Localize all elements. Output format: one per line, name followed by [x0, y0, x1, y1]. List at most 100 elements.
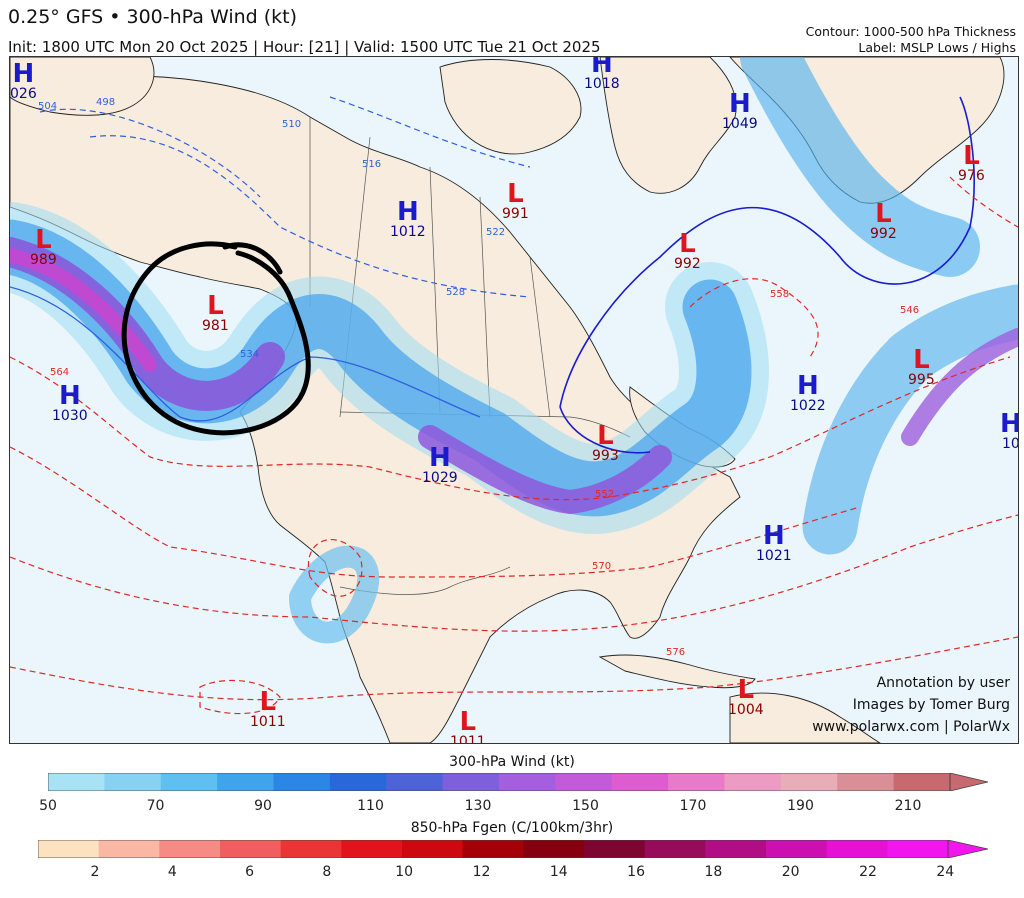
wind-band-layer [10, 57, 1018, 644]
pressure-value: 1004 [728, 702, 764, 718]
chart-subtitle: Init: 1800 UTC Mon 20 Oct 2025 | Hour: [… [8, 38, 601, 56]
pressure-low: L 1004 [728, 677, 764, 718]
colorbar-swatch [220, 840, 282, 858]
pressure-value: 1021 [756, 548, 792, 564]
colorbar-swatch [38, 840, 100, 858]
contour-label: 528 [446, 287, 465, 298]
high-symbol: H [590, 56, 613, 79]
pressure-value: 1049 [722, 116, 758, 132]
contour-label: 552 [595, 489, 614, 500]
pressure-high: H 1030 [52, 383, 88, 424]
pressure-high: H 1021 [756, 523, 792, 564]
colorbar-tick-label: 8 [322, 864, 332, 880]
fgen-colorbar-swatches [38, 840, 988, 858]
low-symbol: L [679, 229, 696, 259]
colorbar-swatch [402, 840, 464, 858]
low-symbol: L [875, 199, 892, 229]
high-symbol: H [58, 381, 81, 411]
colorbar-swatch [499, 773, 556, 791]
user-annotation-circle [121, 241, 311, 436]
chart-title: 0.25° GFS • 300-hPa Wind (kt) [8, 6, 298, 28]
label-legend-text: Label: MSLP Lows / Highs [858, 40, 1016, 55]
pressure-low: L 991 [502, 181, 529, 222]
pressure-high: H 1018 [584, 56, 620, 92]
weather-map: 498 504 510 516 522 528 534 546 552 558 … [9, 56, 1019, 744]
colorbar-swatch [48, 773, 105, 791]
low-symbol: L [207, 291, 224, 321]
colorbar-tick-label: 18 [704, 864, 723, 880]
contour-label: 522 [486, 227, 505, 238]
low-symbol: L [737, 675, 755, 705]
low-symbol: L [913, 345, 930, 375]
contour-label: 504 [38, 101, 57, 112]
colorbar-swatch [104, 773, 162, 791]
pressure-value: 991 [502, 206, 529, 222]
colorbar-tick-label: 50 [39, 798, 57, 814]
colorbar-swatch [584, 840, 646, 858]
colorbar-outline [38, 840, 949, 858]
wind-colorbar-label: 300-hPa Wind (kt) [449, 754, 575, 770]
pressure-low: L 993 [592, 423, 619, 464]
pressure-high: H 1029 [422, 445, 458, 486]
colorbar-swatch [217, 773, 274, 791]
colorbar-tick-label: 16 [627, 864, 646, 880]
pressure-value: 992 [870, 226, 897, 242]
high-symbol: H [796, 371, 819, 401]
pressure-value: 1018 [584, 76, 620, 92]
contour-label: 510 [282, 119, 301, 130]
colorbar-swatch [386, 773, 444, 791]
colorbar-swatch [159, 840, 221, 858]
pressure-value: 1022 [790, 398, 826, 414]
colorbar-extend-arrow [947, 840, 988, 858]
contour-label: 558 [770, 289, 789, 300]
colorbar-swatch [766, 840, 828, 858]
pressure-low: L 981 [202, 293, 229, 334]
high-symbol: H [12, 59, 35, 89]
colorbar-outline [48, 773, 951, 791]
high-symbol: H [428, 443, 451, 473]
colorbar-swatch [705, 840, 767, 858]
pressure-low: L 989 [30, 227, 57, 268]
pressure-value: 976 [958, 168, 985, 184]
fgen-colorbar [38, 840, 988, 858]
colorbar-tick-label: 10 [395, 864, 414, 880]
pressure-high: H 1022 [790, 373, 826, 414]
colorbar-extend-arrow [949, 773, 988, 791]
high-symbol: H [728, 89, 751, 119]
colorbar-swatch [893, 773, 951, 791]
low-symbol: L [459, 707, 477, 737]
colorbar-tick-label: 90 [254, 798, 272, 814]
pressure-value: 989 [30, 252, 57, 268]
colorbar-tick-label: 190 [787, 798, 814, 814]
colorbar-swatch [329, 773, 387, 791]
pressure-low: L 1011 [450, 707, 486, 743]
colorbar-tick-label: 20 [781, 864, 800, 880]
pressure-value: 1030 [52, 408, 88, 424]
pressure-low: L 992 [870, 201, 897, 242]
colorbar-swatch [280, 840, 342, 858]
colorbar-tick-label: 24 [936, 864, 955, 880]
colorbar-swatch [668, 773, 725, 791]
colorbar-tick-label: 150 [572, 798, 599, 814]
image-credit: Images by Tomer Burg [852, 697, 1010, 713]
low-symbol: L [963, 141, 980, 171]
pressure-low: L 992 [674, 231, 701, 272]
colorbar-swatch [826, 840, 888, 858]
contour-label: 546 [900, 305, 919, 316]
pressure-low: L 995 [908, 347, 935, 388]
contour-label: 534 [240, 349, 259, 360]
colorbar-swatch [724, 773, 782, 791]
low-symbol: L [597, 421, 614, 451]
colorbar-swatch [442, 773, 500, 791]
annotation-credit: Annotation by user [876, 675, 1010, 691]
pressure-value: 026 [10, 86, 37, 102]
colorbar-tick-label: 210 [894, 798, 922, 814]
colorbar-tick-label: 22 [859, 864, 877, 880]
low-symbol: L [507, 179, 524, 209]
pressure-low: L 976 [958, 143, 985, 184]
colorbar-swatch [611, 773, 669, 791]
contour-legend-text: Contour: 1000-500 hPa Thickness [805, 24, 1016, 39]
colorbar-swatch [837, 773, 895, 791]
colorbar-swatch [160, 773, 218, 791]
pressure-value: 1012 [390, 224, 426, 240]
